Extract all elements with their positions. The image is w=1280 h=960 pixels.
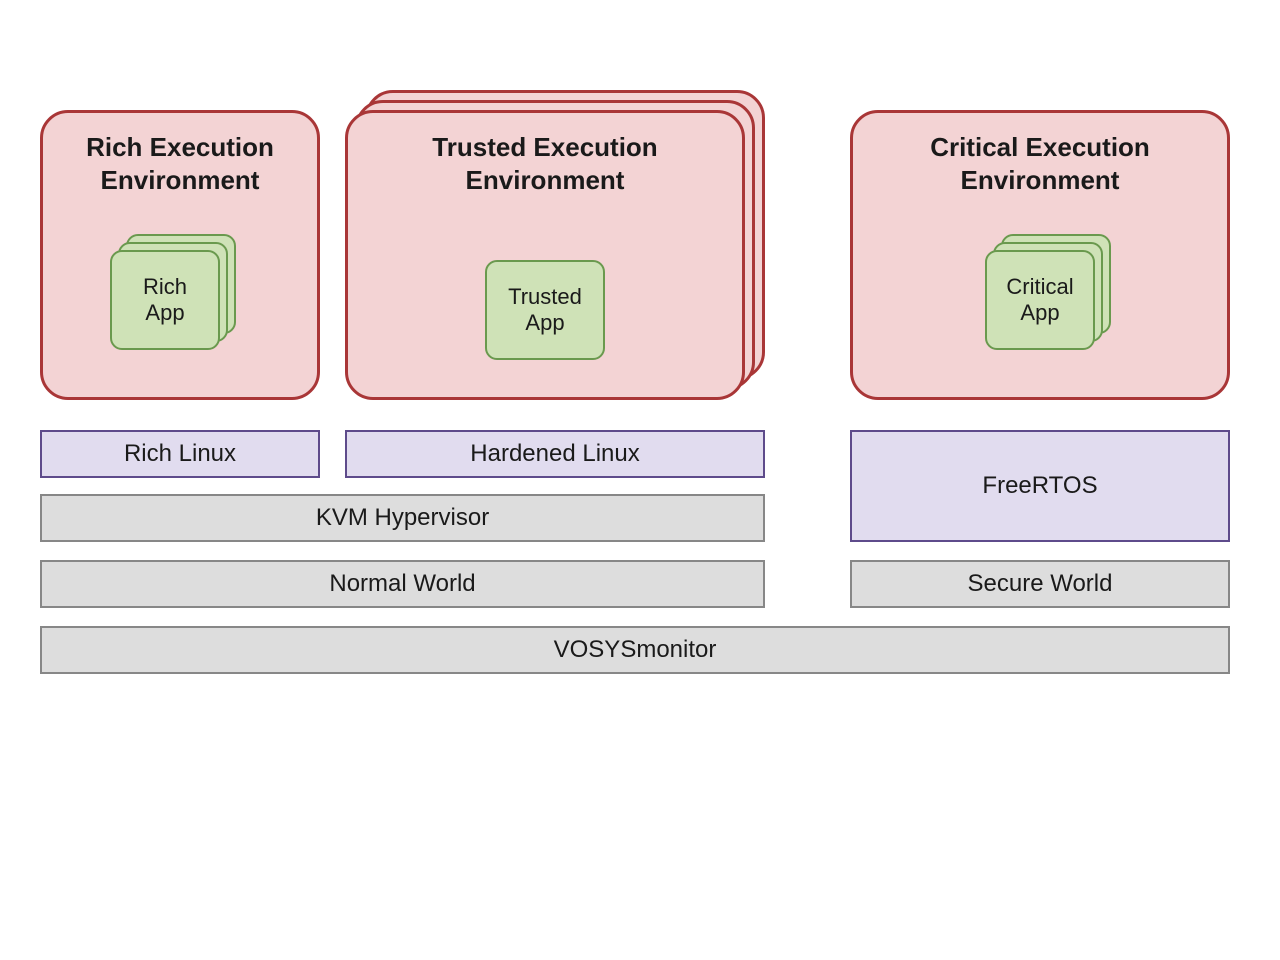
hardened-linux-label: Hardened Linux [470,440,639,468]
rich-env-title: Rich Execution Environment [43,131,317,196]
freertos-bar: FreeRTOS [850,430,1230,542]
app-label: CriticalApp [1006,274,1073,327]
rich-linux-label: Rich Linux [124,440,236,468]
freertos-label: FreeRTOS [982,472,1097,500]
trusted-env-title: Trusted ExecutionEnvironment [348,131,742,196]
secure-world-bar: Secure World [850,560,1230,608]
secure-world-label: Secure World [968,570,1113,598]
critical-env-title-line2: Environment [961,165,1120,195]
vosys-bar: VOSYSmonitor [40,626,1230,674]
normal-world-bar: Normal World [40,560,765,608]
app-card: RichApp [110,250,220,350]
critical-env-title-line1: Critical Execution [930,132,1150,162]
kvm-label: KVM Hypervisor [316,504,489,532]
rich-linux-bar: Rich Linux [40,430,320,478]
app-label: RichApp [143,274,187,327]
rich-env-title-line1: Rich Execution [86,132,274,162]
critical-env-title: Critical Execution Environment [853,131,1227,196]
hardened-linux-bar: Hardened Linux [345,430,765,478]
app-card: TrustedApp [485,260,605,360]
vosys-label: VOSYSmonitor [554,636,717,664]
kvm-bar: KVM Hypervisor [40,494,765,542]
app-card: CriticalApp [985,250,1095,350]
rich-env-title-line2: Environment [101,165,260,195]
trusted-env-title-line1: Trusted Execution [432,132,657,162]
trusted-env-title-line2: Environment [466,165,625,195]
normal-world-label: Normal World [329,570,475,598]
app-label: TrustedApp [508,284,582,337]
